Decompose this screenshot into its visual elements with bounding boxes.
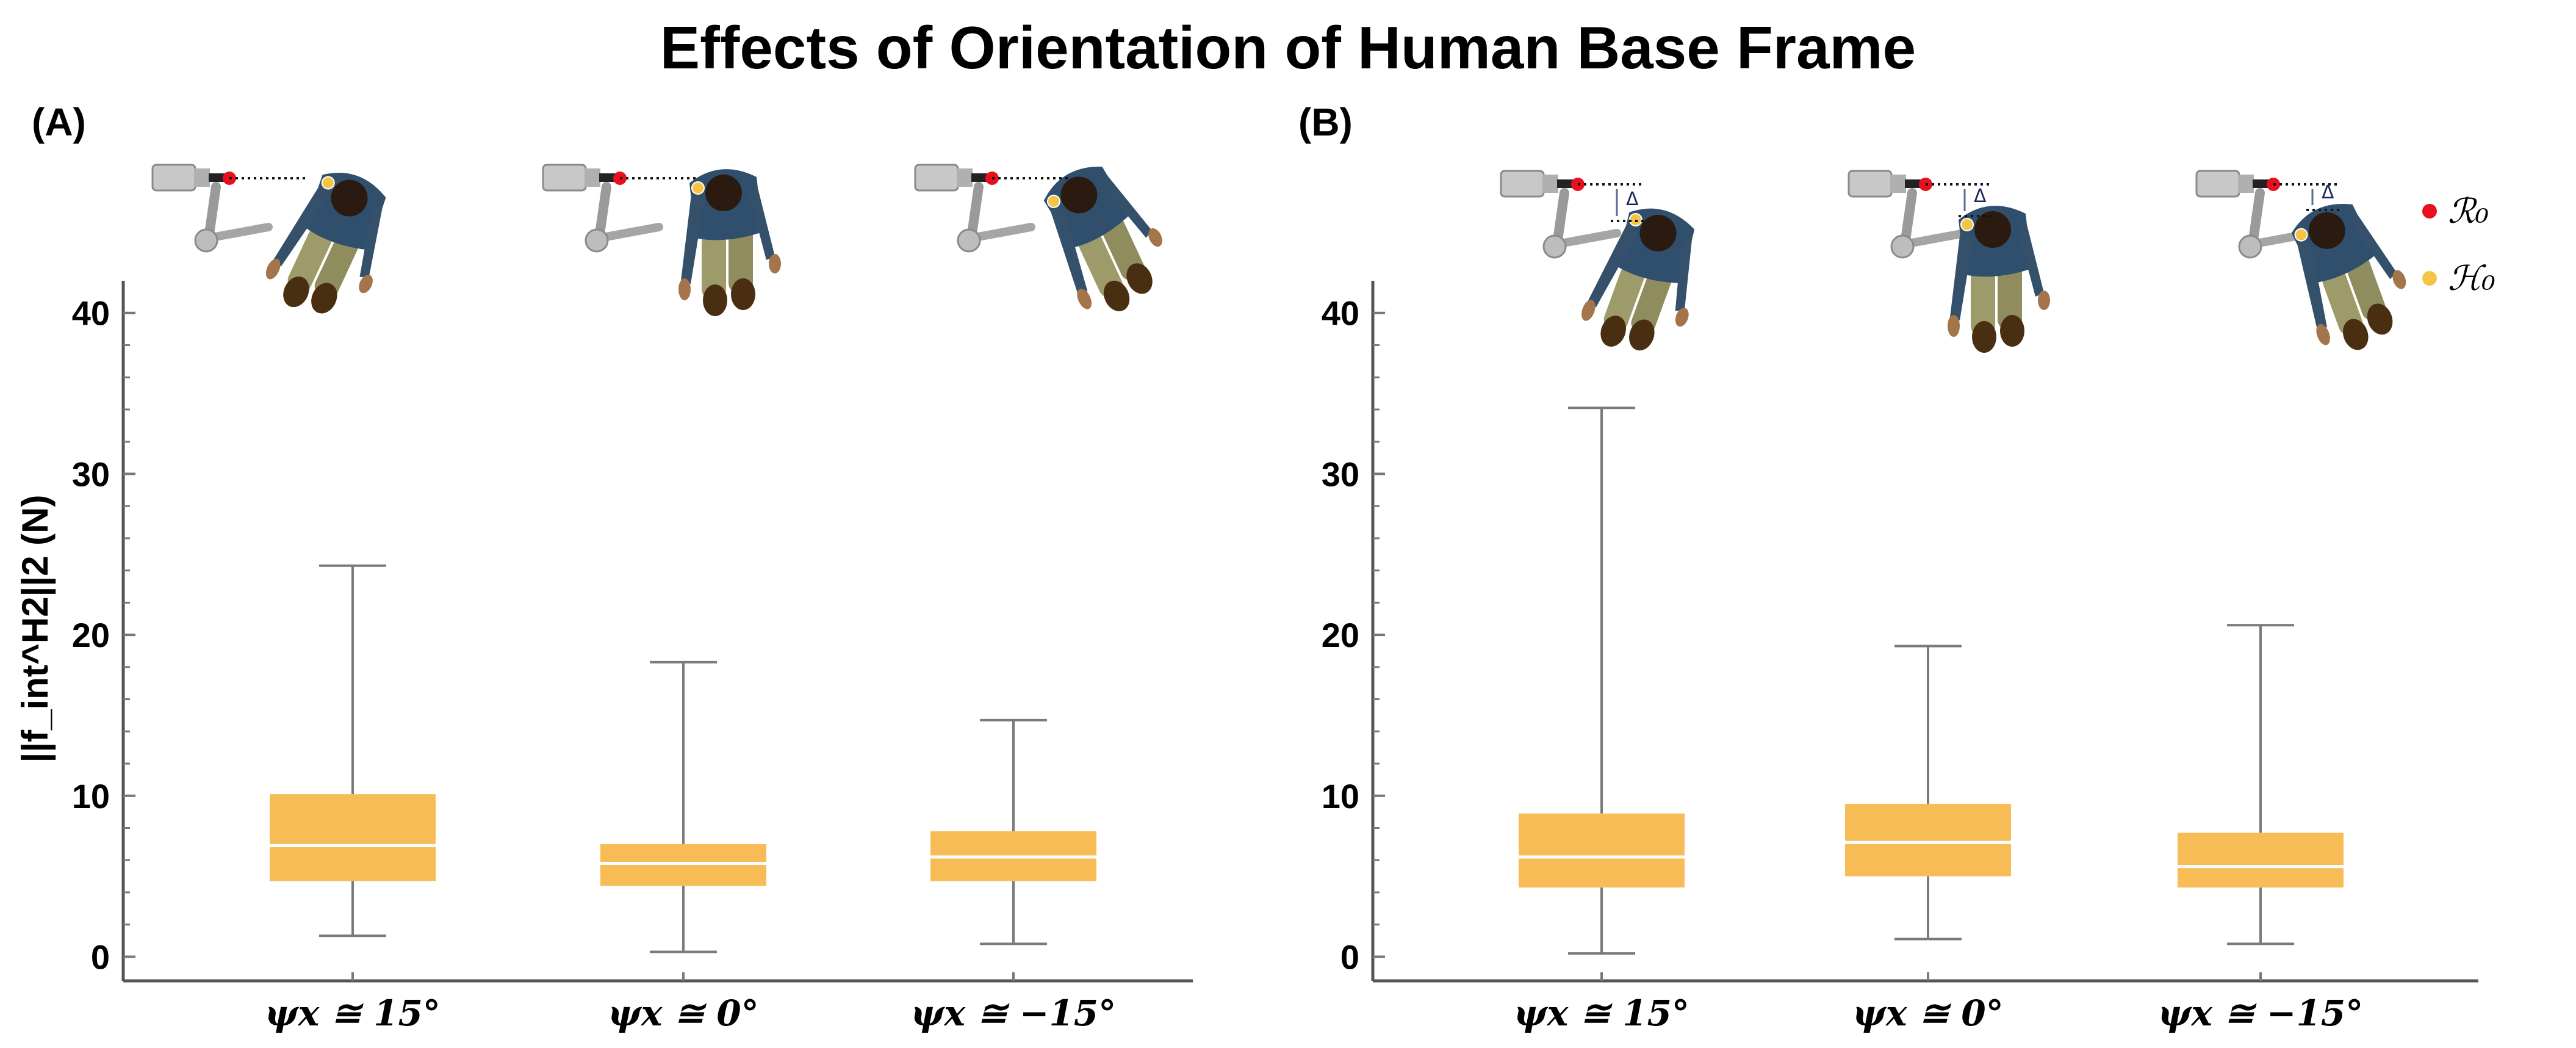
a-y-tick-label: 40 [72, 294, 110, 333]
b-y-tick-label: 30 [1322, 455, 1359, 493]
legend: ℛ₀ ℋ₀ [2422, 192, 2495, 298]
a-y-tick-label: 30 [72, 455, 110, 493]
robot-base-icon [542, 164, 587, 192]
b-box [2178, 833, 2344, 888]
a-y-tick-label: 10 [72, 777, 110, 815]
a-category-label: ψx ≅ −15° [911, 992, 1116, 1034]
robot-gripper-icon [1905, 179, 1922, 188]
y-axis-label: ||f_int^H2||2 (N) [15, 495, 56, 763]
robot-gripper-icon [599, 173, 616, 182]
robot-base-icon [2195, 170, 2240, 198]
robot-joint-icon [2238, 175, 2254, 193]
robot-elbow-icon [1890, 234, 1915, 259]
panel-a: (A) 0 10 20 30 40 ψx ≅ 15° ψx ≅ 0° ψx ≅ −15° ||… [15, 100, 1193, 1034]
pose-illustration-a-3 [914, 164, 1162, 311]
legend-marker-r0 [2422, 204, 2437, 219]
robot-gripper-icon [1557, 179, 1574, 188]
human-figure-icon [2291, 204, 2406, 350]
a-category-label: ψx ≅ 0° [608, 992, 759, 1034]
robot-joint-icon [1542, 175, 1558, 193]
legend-label-h0: ℋ₀ [2448, 259, 2495, 298]
robot-elbow-icon [585, 228, 609, 253]
b-category-label: ψx ≅ −15° [2158, 992, 2363, 1034]
b-category-label: ψx ≅ 0° [1852, 992, 2004, 1034]
b-y-tick-label: 20 [1322, 616, 1359, 654]
robot-gripper-icon [2253, 179, 2270, 188]
robot-base-icon [151, 164, 196, 192]
plot-area-a: 0 10 20 30 40 ψx ≅ 15° ψx ≅ 0° ψx ≅ −15° [72, 294, 1117, 1034]
b-y-tick-label: 10 [1322, 777, 1359, 815]
pose-illustration-b-1: Δ [1500, 170, 1695, 351]
pose-illustration-a-2 [542, 164, 781, 316]
delta-label: Δ [1974, 186, 1987, 207]
panel-a-label: (A) [32, 100, 86, 144]
b-box [1845, 803, 2011, 876]
pose-illustration-b-3: Δ [2195, 170, 2406, 350]
robot-link-icon [595, 223, 663, 242]
b-y-tick-label: 0 [1340, 938, 1359, 976]
panel-b-label: (B) [1298, 100, 1353, 144]
a-box [600, 844, 766, 886]
robot-base-icon [1500, 170, 1545, 198]
a-box [270, 794, 436, 881]
b-box [1519, 813, 1685, 888]
robot-base-icon [914, 164, 959, 192]
robot-link-icon [1553, 229, 1621, 248]
robot-link-icon [1901, 229, 1969, 248]
a-category-label: ψx ≅ 15° [265, 992, 441, 1034]
legend-marker-h0 [2422, 271, 2437, 286]
robot-joint-icon [1890, 175, 1906, 193]
robot-joint-icon [957, 168, 973, 187]
robot-link-icon [967, 223, 1035, 242]
robot-link-icon [204, 223, 273, 242]
robot-base-icon [1847, 170, 1893, 198]
plot-area-b: 0 10 20 30 40 ψx ≅ 15° ψx ≅ 0° ψx ≅ −15° [1322, 294, 2364, 1034]
a-y-tick-label: 20 [72, 616, 110, 654]
robot-elbow-icon [957, 228, 981, 253]
human-figure-icon [1043, 167, 1162, 311]
robot-elbow-icon [2238, 234, 2262, 259]
human-figure-icon [1581, 208, 1695, 351]
legend-label-r0: ℛ₀ [2448, 192, 2489, 231]
robot-elbow-icon [1542, 234, 1567, 259]
robot-elbow-icon [194, 228, 218, 253]
delta-label: Δ [2322, 182, 2334, 203]
pose-illustration-a-1 [151, 164, 386, 314]
human-figure-icon [1948, 206, 2050, 353]
panel-b: (B) Δ Δ Δ 0 10 20 30 40 ψx ≅ 15° ψx ≅ 0° ψx ≅ −… [1298, 100, 2478, 1034]
human-figure-icon [265, 173, 386, 314]
robot-gripper-icon [971, 173, 988, 182]
a-y-tick-label: 0 [91, 938, 110, 976]
robot-gripper-icon [209, 173, 226, 182]
robot-joint-icon [194, 168, 210, 187]
pose-illustration-b-2: Δ [1847, 170, 2050, 353]
robot-joint-icon [585, 168, 600, 187]
delta-label: Δ [1626, 189, 1639, 210]
figure-title: Effects of Orientation of Human Base Fra… [660, 14, 1916, 81]
human-figure-icon [678, 169, 781, 316]
b-category-label: ψx ≅ 15° [1514, 992, 1689, 1034]
b-y-tick-label: 40 [1322, 294, 1359, 333]
